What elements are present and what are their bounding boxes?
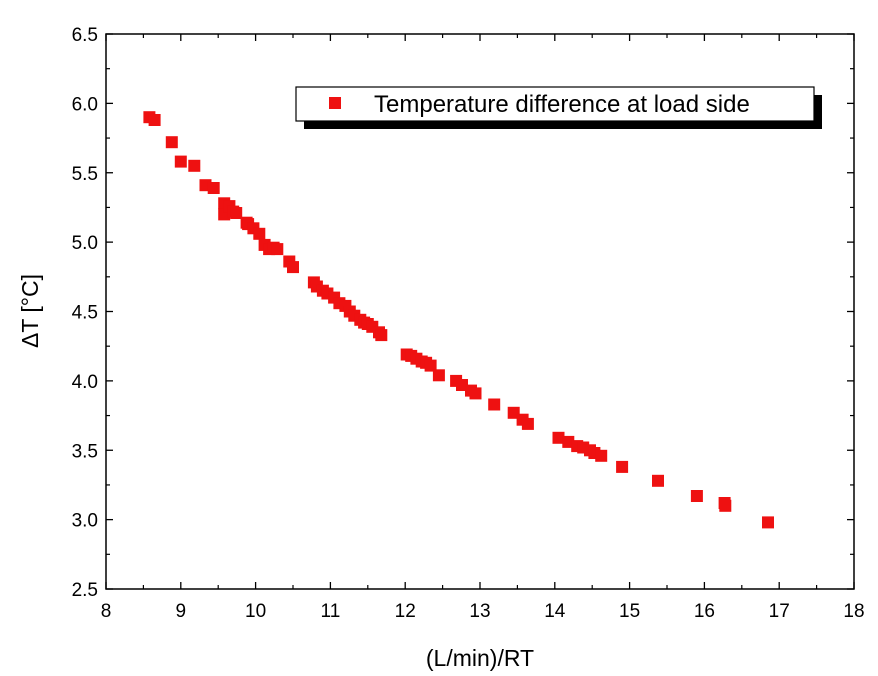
- x-tick-label: 9: [176, 601, 187, 622]
- data-point: [616, 460, 629, 473]
- y-axis-title: ΔT [°C]: [17, 274, 43, 348]
- x-tick-label: 17: [769, 601, 790, 622]
- legend-series-label: Temperature difference at load side: [374, 91, 750, 118]
- x-tick-label: 12: [395, 601, 416, 622]
- x-tick-label: 8: [101, 601, 112, 622]
- y-tick-label: 4.0: [72, 372, 98, 393]
- y-tick-label: 6.0: [72, 94, 98, 115]
- x-tick-label: 13: [469, 601, 490, 622]
- y-tick-label: 3.0: [72, 511, 98, 532]
- legend: Temperature difference at load side: [295, 86, 822, 129]
- data-point: [690, 490, 703, 502]
- x-tick-label: 10: [245, 601, 266, 622]
- data-point: [148, 114, 161, 126]
- x-tick-label: 18: [843, 601, 864, 622]
- data-point: [271, 243, 284, 256]
- axis-ticks: [105, 33, 855, 590]
- data-point: [188, 159, 201, 172]
- data-point: [207, 182, 220, 194]
- y-tick-label: 6.5: [72, 25, 98, 46]
- legend-marker: [329, 97, 341, 109]
- data-point: [253, 227, 266, 240]
- legend-box: [295, 86, 815, 122]
- data-point: [432, 369, 445, 382]
- data-point: [719, 499, 732, 512]
- y-tick-label: 4.5: [72, 303, 98, 324]
- data-point: [165, 136, 178, 149]
- data-point: [469, 387, 482, 400]
- data-point: [287, 261, 299, 274]
- tick-labels: 8 9 10 11 12 13 14 15 16 17 18 2.5 3.0 3.5 4.0 4.5 5.0 5.…: [72, 25, 865, 622]
- y-tick-label: 5.5: [72, 164, 98, 185]
- x-axis-title: (L/min)/RT: [426, 645, 534, 671]
- data-point: [424, 359, 437, 372]
- y-tick-label: 3.5: [72, 441, 98, 462]
- x-tick-label: 11: [321, 601, 341, 622]
- data-point: [174, 155, 187, 168]
- data-point: [652, 474, 664, 487]
- x-tick-label: 16: [694, 601, 715, 622]
- data-point: [762, 516, 774, 529]
- data-point: [552, 431, 565, 444]
- data-points: [143, 111, 774, 529]
- data-point: [521, 417, 534, 430]
- data-point: [375, 329, 388, 342]
- data-point: [595, 449, 608, 462]
- data-point: [230, 207, 243, 219]
- y-tick-label: 5.0: [72, 233, 98, 254]
- x-tick-label: 15: [619, 601, 640, 622]
- y-tick-label: 2.5: [72, 580, 98, 601]
- x-tick-label: 14: [544, 601, 566, 622]
- data-point: [488, 398, 501, 411]
